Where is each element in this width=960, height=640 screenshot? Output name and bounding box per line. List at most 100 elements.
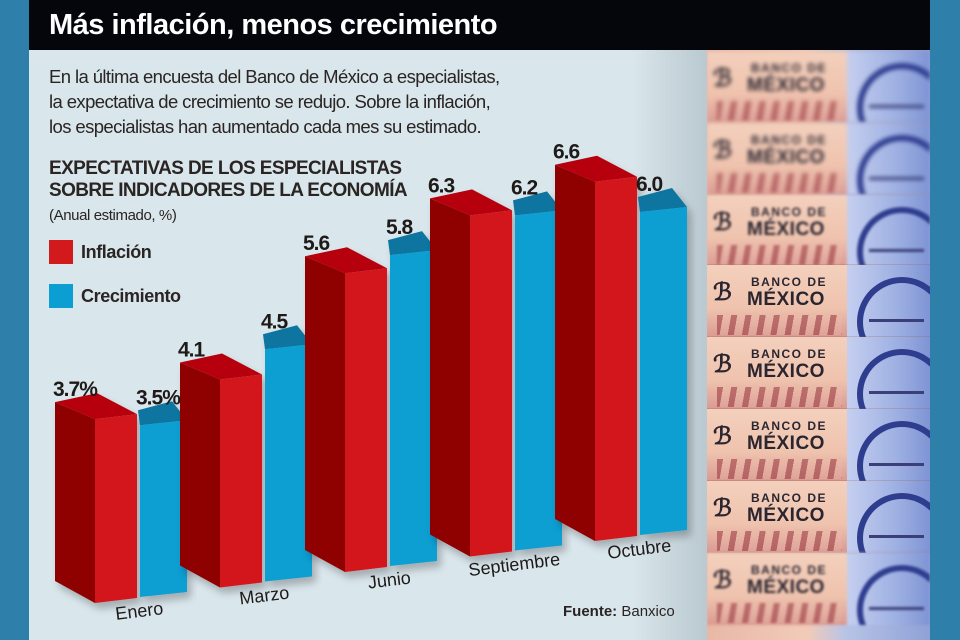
portrait-outline bbox=[857, 421, 930, 481]
source-label: Fuente: bbox=[563, 603, 618, 620]
value-label-growth: 6.2 bbox=[511, 176, 538, 199]
portrait-eyes bbox=[869, 391, 924, 398]
bank-logo-icon: ℬ bbox=[713, 565, 732, 594]
banknote: ℬ BANCO DE MÉXICO bbox=[707, 50, 930, 123]
legend-swatch-inflation bbox=[49, 240, 73, 264]
chart-subtitle: (Anual estimado, %) bbox=[49, 207, 177, 224]
portrait-eyes bbox=[869, 177, 924, 184]
bank-logo-icon: ℬ bbox=[713, 349, 732, 378]
portrait-eyes bbox=[869, 535, 924, 542]
chart-title-line: EXPECTATIVAS DE LOS ESPECIALISTAS bbox=[49, 158, 402, 179]
bank-logo-icon: ℬ bbox=[713, 207, 732, 236]
banknote-text-line1: BANCO DE bbox=[751, 205, 828, 219]
banknote-text-line2: MÉXICO bbox=[747, 75, 825, 96]
value-label-growth: 6.0 bbox=[636, 173, 663, 196]
banknote: ℬ BANCO DE MÉXICO bbox=[707, 480, 930, 553]
banknote-text-line2: MÉXICO bbox=[747, 433, 825, 454]
bar-growth-enero bbox=[138, 401, 187, 597]
bar-side-face bbox=[180, 362, 220, 588]
right-frame-border bbox=[930, 0, 960, 640]
bar-front-face bbox=[640, 207, 687, 535]
banknote-text-line2: MÉXICO bbox=[747, 289, 825, 310]
legend-label-growth: Crecimiento bbox=[81, 285, 181, 306]
banknotes-photo: ℬ BANCO DE MÉXICO ℬ BANCO DE MÉXICO ℬ BANCO DE M… bbox=[707, 50, 930, 640]
portrait-eyes bbox=[869, 463, 924, 470]
chart-title-line: SOBRE INDICADORES DE LA ECONOMÍA bbox=[49, 180, 408, 201]
banknote-text-line2: MÉXICO bbox=[747, 147, 825, 168]
banknote: ℬ BANCO DE MÉXICO bbox=[707, 336, 930, 409]
bar-side-face bbox=[305, 256, 345, 572]
banknote-text-line1: BANCO DE bbox=[751, 419, 828, 433]
category-label: Marzo bbox=[238, 583, 290, 609]
banknote-text-line1: BANCO DE bbox=[751, 275, 828, 289]
bar-front-face bbox=[345, 268, 387, 572]
category-label: Enero bbox=[114, 598, 164, 624]
bar-inflation-marzo bbox=[180, 353, 262, 588]
bar-top-face bbox=[263, 325, 312, 350]
bar-front-face bbox=[140, 420, 187, 597]
bank-logo-icon: ℬ bbox=[713, 135, 732, 164]
banknote-mural bbox=[717, 387, 842, 407]
banknote-text-line2: MÉXICO bbox=[747, 577, 825, 598]
portrait-eyes bbox=[869, 105, 924, 112]
banknote: ℬ BANCO DE MÉXICO bbox=[707, 408, 930, 481]
bar-inflation-enero bbox=[55, 393, 137, 603]
source-note: Fuente: Banxico bbox=[563, 603, 675, 620]
value-label-inflation: 6.6 bbox=[553, 141, 580, 164]
portrait-outline bbox=[857, 493, 930, 553]
bar-inflation-octubre bbox=[555, 155, 637, 541]
banknote-text-line1: BANCO DE bbox=[751, 491, 828, 505]
bar-inflation-junio bbox=[305, 247, 387, 572]
bar-top-face bbox=[138, 401, 187, 426]
bar-top-face bbox=[513, 191, 562, 216]
chart-title: EXPECTATIVAS DE LOS ESPECIALISTAS SOBRE … bbox=[49, 158, 408, 202]
bar-front-face bbox=[390, 250, 437, 566]
bar-side-face bbox=[430, 198, 470, 557]
banknote-text-line1: BANCO DE bbox=[751, 61, 828, 75]
bar-top-face bbox=[555, 155, 637, 182]
intro-line: En la última encuesta del Banco de Méxic… bbox=[49, 66, 500, 87]
value-label-growth: 5.8 bbox=[386, 216, 414, 239]
value-label-inflation: 4.1 bbox=[178, 338, 206, 361]
portrait-eyes bbox=[869, 607, 924, 614]
legend-label-inflation: Inflación bbox=[81, 241, 152, 262]
bank-logo-icon: ℬ bbox=[713, 277, 732, 306]
portrait-outline bbox=[857, 207, 930, 267]
legend-swatch-growth bbox=[49, 284, 73, 308]
banknote-text-line2: MÉXICO bbox=[747, 505, 825, 526]
value-label-growth: 3.5% bbox=[136, 386, 181, 409]
banknote-text-line2: MÉXICO bbox=[747, 361, 825, 382]
value-label-inflation: 3.7% bbox=[53, 378, 98, 401]
portrait-outline bbox=[857, 565, 930, 625]
banknote-mural bbox=[717, 315, 842, 335]
bar-side-face bbox=[55, 402, 95, 603]
bar-growth-octubre bbox=[638, 188, 687, 535]
portrait-outline bbox=[857, 277, 930, 337]
banknote-mural bbox=[717, 459, 842, 479]
bar-front-face bbox=[470, 210, 512, 557]
value-label-growth: 4.5 bbox=[261, 310, 289, 333]
bank-logo-icon: ℬ bbox=[713, 493, 732, 522]
portrait-outline bbox=[857, 349, 930, 409]
legend-item-growth: Crecimiento bbox=[49, 284, 181, 308]
bar-top-face bbox=[388, 231, 437, 256]
bar-growth-marzo bbox=[263, 325, 312, 582]
banknote-text-line2: MÉXICO bbox=[747, 219, 825, 240]
bar-top-face bbox=[180, 353, 262, 380]
bar-front-face bbox=[595, 176, 637, 541]
bar-growth-junio bbox=[388, 231, 437, 566]
banknote: ℬ BANCO DE MÉXICO bbox=[707, 552, 930, 625]
portrait-outline bbox=[857, 135, 930, 195]
source-value: Banxico bbox=[621, 603, 675, 620]
portrait-eyes bbox=[869, 249, 924, 256]
banknote: ℬ BANCO DE MÉXICO bbox=[707, 122, 930, 195]
banknote-mural bbox=[717, 245, 842, 265]
bar-front-face bbox=[515, 210, 562, 551]
banknote-mural bbox=[717, 101, 842, 121]
bar-growth-septiembre bbox=[513, 191, 562, 551]
category-label: Octubre bbox=[606, 535, 672, 563]
portrait-eyes bbox=[869, 319, 924, 326]
left-frame-border bbox=[0, 0, 29, 640]
bar-front-face bbox=[220, 374, 262, 588]
